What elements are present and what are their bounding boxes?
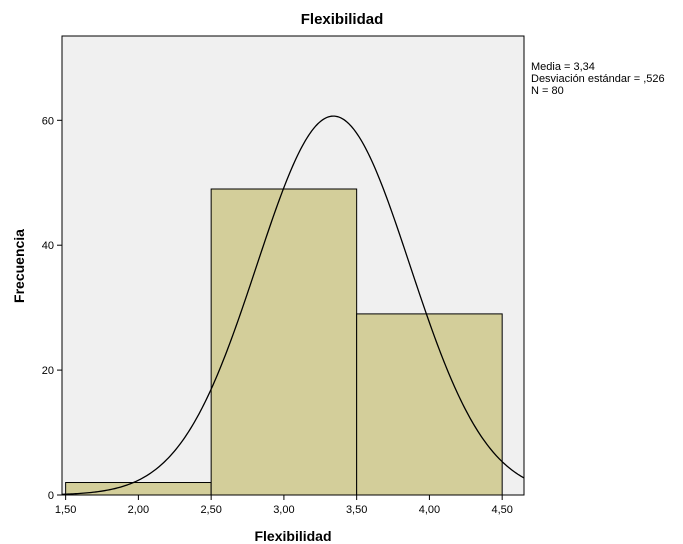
x-tick-label: 3,00	[273, 504, 294, 516]
normal-curve	[61, 115, 525, 495]
bars-layer	[65, 188, 503, 496]
x-tick-label: 4,00	[419, 504, 440, 516]
stats-n: N = 80	[531, 85, 564, 97]
x-tick-label: 2,50	[200, 504, 221, 516]
x-tick-label: 2,00	[128, 504, 149, 516]
y-axis-ticks: 0 20 40 60	[42, 115, 62, 502]
stats-box: Media = 3,34 Desviación estándar = ,526 …	[531, 61, 665, 97]
y-axis-title: Frecuencia	[11, 229, 27, 303]
histogram-bar-2	[210, 188, 358, 496]
x-tick-label: 1,50	[55, 504, 76, 516]
y-tick-label: 0	[48, 490, 54, 502]
y-tick-label: 40	[42, 240, 54, 252]
stats-std-dev: Desviación estándar = ,526	[531, 73, 665, 85]
stats-mean: Media = 3,34	[531, 61, 595, 73]
chart-title: Flexibilidad	[301, 11, 384, 28]
x-axis-ticks: 1,50 2,00 2,50 3,00 3,50 4,00 4,50	[55, 495, 513, 516]
y-tick-label: 60	[42, 115, 54, 127]
y-tick-label: 20	[42, 365, 54, 377]
histogram-bar-3	[356, 313, 503, 496]
normal-curve-layer	[61, 115, 525, 495]
x-axis-title: Flexibilidad	[254, 528, 331, 544]
x-tick-label: 4,50	[491, 504, 512, 516]
x-tick-label: 3,50	[346, 504, 367, 516]
